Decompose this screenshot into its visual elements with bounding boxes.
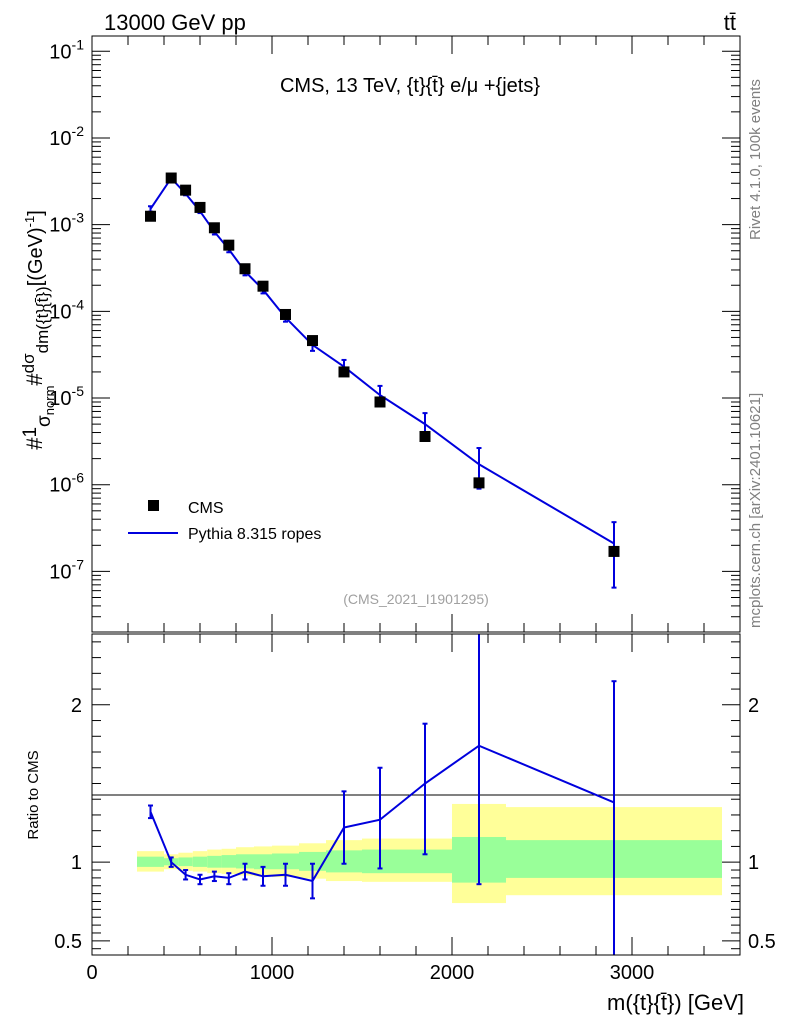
ylabel-dsigma: dσ bbox=[19, 353, 38, 373]
ratio-mc-series bbox=[148, 634, 617, 955]
y-tick-base: 10 bbox=[49, 475, 71, 497]
y-tick-label: 10-5 bbox=[49, 383, 84, 410]
data-point bbox=[419, 430, 431, 442]
y-tick-label: 10-7 bbox=[49, 556, 84, 583]
y-tick-label: 10-2 bbox=[49, 123, 84, 150]
ratio-band-inner bbox=[299, 851, 326, 871]
y-tick-label: 10-3 bbox=[49, 210, 84, 237]
x-tick-label: 1000 bbox=[250, 962, 295, 984]
svg-text:#1σnorm#dσdm({t}{t̄})[(GeV)-1]: #1σnorm#dσdm({t}{t̄})[(GeV)-1] bbox=[19, 210, 57, 450]
y-tick-exponent: -6 bbox=[72, 470, 85, 486]
data-point bbox=[145, 210, 156, 222]
rivet-version-label: Rivet 4.1.0, 100k events bbox=[747, 79, 764, 240]
data-point bbox=[473, 477, 485, 489]
ratio-band-inner bbox=[254, 854, 272, 870]
data-point bbox=[180, 184, 192, 196]
ratio-bands bbox=[137, 803, 722, 904]
y-tick-label: 10-4 bbox=[49, 296, 84, 323]
ratio-y-tick-label-right: 2 bbox=[748, 695, 759, 717]
y-tick-base: 10 bbox=[49, 128, 71, 150]
data-point bbox=[374, 396, 386, 408]
x-tick-label: 3000 bbox=[610, 962, 655, 984]
data-point bbox=[223, 239, 235, 251]
x-axis-label: m({t}{t̄}) [GeV] bbox=[607, 990, 744, 1015]
y-tick-base: 10 bbox=[49, 215, 71, 237]
ratio-band-inner bbox=[192, 856, 208, 867]
ylabel-dm: dm({t}{t̄}) bbox=[33, 286, 52, 353]
ratio-band-inner bbox=[207, 855, 222, 868]
ratio-y-axis-label: Ratio to CMS bbox=[25, 750, 42, 839]
y-tick-label: 10-6 bbox=[49, 470, 84, 497]
ylabel-one: 1 bbox=[20, 427, 41, 438]
y-tick-base: 10 bbox=[49, 301, 71, 323]
ylabel-hash2: # bbox=[22, 373, 47, 386]
ratio-band-inner bbox=[272, 853, 299, 870]
ratio-band-inner bbox=[221, 855, 236, 868]
y-tick-exponent: -4 bbox=[72, 296, 85, 312]
ylabel-hash1: # bbox=[22, 437, 47, 450]
ylabel-unit: [(GeV) bbox=[25, 227, 47, 286]
y-tick-exponent: -2 bbox=[72, 123, 85, 139]
ylabel-sigma: σ bbox=[34, 415, 55, 427]
ylabel-close: ] bbox=[25, 210, 47, 216]
ratio-band-inner bbox=[398, 849, 452, 874]
data-point bbox=[280, 308, 291, 320]
y-tick-exponent: -1 bbox=[72, 36, 85, 52]
legend-label-mc: Pythia 8.315 ropes bbox=[188, 526, 321, 543]
main-panel: 10-710-610-510-410-310-210-1 bbox=[49, 35, 741, 633]
y-tick-exponent: -7 bbox=[72, 556, 85, 572]
data-point bbox=[239, 263, 251, 275]
legend-marker-cms bbox=[148, 500, 159, 511]
ratio-y-tick-label-left: 2 bbox=[71, 695, 82, 717]
header-process-label: tt̄ bbox=[724, 10, 736, 35]
data-point bbox=[307, 335, 318, 347]
mc-line bbox=[149, 176, 615, 545]
chart-title: CMS, 13 TeV, {t}{t̄} e/μ +{jets} bbox=[280, 75, 540, 97]
ratio-frame bbox=[91, 633, 741, 956]
main-axis-ticks: 10-710-610-510-410-310-210-1 bbox=[49, 36, 741, 633]
y-tick-base: 10 bbox=[49, 41, 71, 63]
ratio-axis-ticks: 0.5 0.5 1 1 2 2 0 1000 2000 3000 bbox=[54, 634, 776, 984]
data-series bbox=[145, 172, 620, 557]
data-point bbox=[165, 172, 177, 184]
legend-label-cms: CMS bbox=[188, 500, 224, 517]
x-tick-label: 2000 bbox=[430, 962, 475, 984]
ylabel-norm: norm bbox=[42, 386, 57, 416]
y-tick-base: 10 bbox=[49, 561, 71, 583]
ratio-y-tick-label-right: 0.5 bbox=[748, 931, 776, 953]
ylabel-exp: -1 bbox=[22, 216, 37, 228]
data-point bbox=[608, 545, 620, 557]
ratio-panel: 0.5 0.5 1 1 2 2 0 1000 2000 3000 bbox=[54, 633, 776, 984]
y-tick-base: 10 bbox=[49, 388, 71, 410]
main-frame bbox=[91, 35, 741, 633]
header-energy-label: 13000 GeV pp bbox=[104, 10, 246, 35]
ratio-band-inner bbox=[178, 857, 193, 867]
analysis-id: (CMS_2021_I1901295) bbox=[343, 591, 489, 607]
ratio-y-tick-label-right: 1 bbox=[748, 852, 759, 874]
ratio-y-tick-label-left: 1 bbox=[71, 852, 82, 874]
data-point bbox=[338, 366, 350, 378]
data-point bbox=[208, 222, 220, 234]
main-y-axis-label: #1σnorm#dσdm({t}{t̄})[(GeV)-1] bbox=[19, 210, 57, 450]
y-tick-label: 10-1 bbox=[49, 36, 84, 63]
data-point bbox=[257, 280, 269, 292]
y-tick-exponent: -5 bbox=[72, 383, 85, 399]
x-tick-label: 0 bbox=[86, 962, 97, 984]
legend: CMS Pythia 8.315 ropes bbox=[128, 500, 321, 543]
ratio-band-inner bbox=[137, 856, 164, 867]
y-tick-exponent: -3 bbox=[72, 210, 85, 226]
mcplots-label: mcplots.cern.ch [arXiv:2401.10621] bbox=[747, 393, 764, 628]
data-point bbox=[194, 201, 206, 213]
ratio-band-inner bbox=[236, 854, 254, 869]
ratio-y-tick-label-left: 0.5 bbox=[54, 931, 82, 953]
